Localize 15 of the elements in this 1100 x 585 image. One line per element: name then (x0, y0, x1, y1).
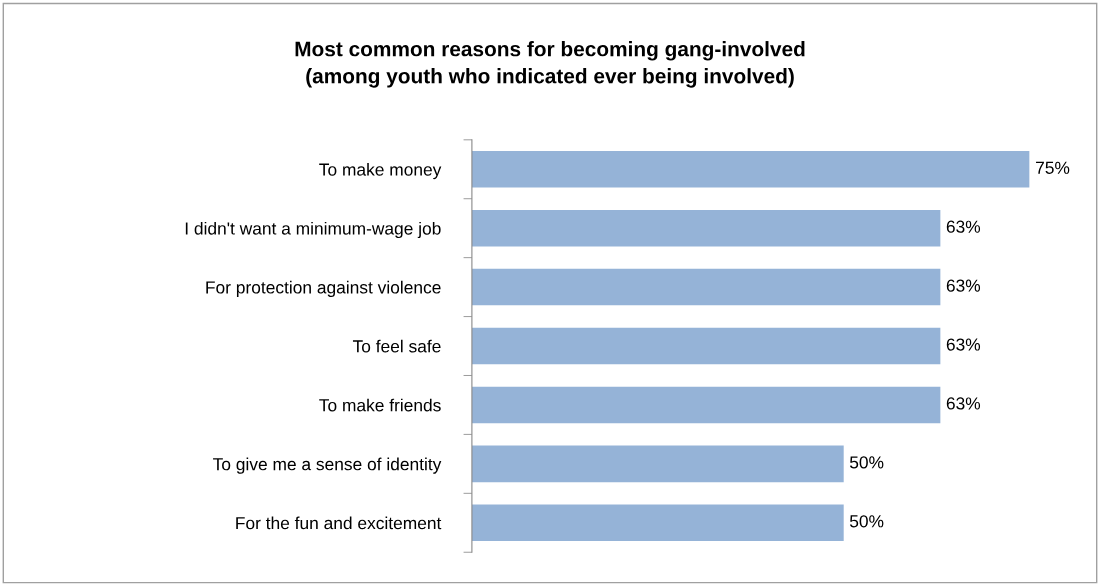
chart-title: Most common reasons for becoming gang-involved (among youth who indicated ever being involved) (295, 41, 805, 88)
y-tick-label: To give me a sense of identity (213, 457, 442, 474)
y-tick-label: To feel safe (352, 339, 441, 353)
y-tick-label: To make money (319, 162, 442, 180)
data-label: 63% (946, 279, 981, 292)
data-label: 63% (946, 338, 981, 351)
y-tick-label: To make friends (319, 398, 441, 412)
y-tick-label: For the fun and excitement (236, 516, 442, 530)
data-label: 50% (849, 515, 884, 528)
y-tick-label: For protection against violence (206, 280, 441, 297)
data-label: 75% (1036, 161, 1070, 174)
y-tick-label: I didn't want a minimum-wage job (185, 221, 441, 239)
data-label: 50% (849, 456, 884, 469)
data-label: 63% (946, 220, 981, 233)
data-label: 63% (946, 397, 981, 410)
